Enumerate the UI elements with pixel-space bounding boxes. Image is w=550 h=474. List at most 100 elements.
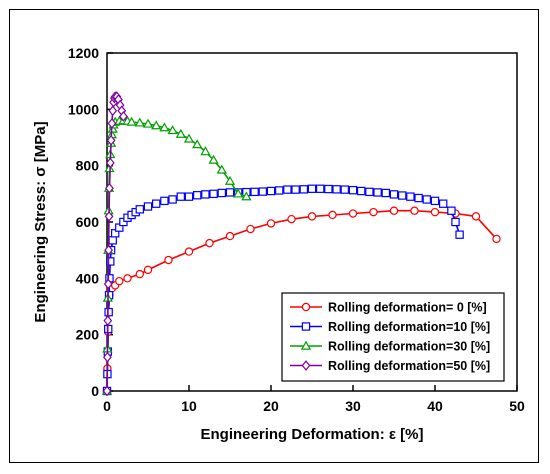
series-2-point — [250, 187, 259, 197]
series-3-point — [175, 128, 186, 138]
series-2-point — [332, 185, 341, 194]
legend-box — [281, 292, 505, 382]
series-2-point — [152, 199, 161, 208]
legend-entry-4: Rolling deformation=50 [%] — [328, 359, 490, 373]
series-1-point — [123, 274, 132, 283]
x-tick-label: 40 — [427, 398, 443, 414]
series-1-point — [143, 265, 153, 275]
series-2-point — [324, 184, 333, 194]
legend-swatch-marker — [301, 360, 311, 371]
series-3-point — [192, 139, 203, 149]
series-1-point — [287, 214, 296, 224]
series-1-point — [471, 212, 481, 221]
legend-entry-3: Rolling deformation=30 [%] — [328, 340, 490, 354]
series-3-point — [208, 154, 219, 164]
series-3-point — [167, 125, 178, 135]
series-2-point — [439, 199, 448, 208]
x-tick-label: 30 — [345, 398, 361, 414]
series-2-point — [135, 205, 144, 214]
series-2-point — [275, 186, 284, 195]
series-3-point — [126, 116, 137, 126]
series-3-point — [183, 133, 195, 143]
series-3-point — [151, 120, 162, 130]
series-1-point — [205, 238, 214, 248]
series-2-point — [447, 206, 456, 215]
series-2-point — [451, 217, 460, 227]
series-1-point — [369, 207, 378, 217]
series-3-point — [216, 164, 227, 174]
series-1-point — [115, 276, 124, 286]
series-2-point — [348, 185, 358, 195]
series-3-point — [224, 175, 236, 185]
series-4-point — [108, 105, 118, 117]
series-1-point — [389, 206, 399, 215]
x-axis-title: Engineering Deformation: ε [%] — [201, 426, 424, 443]
chart-svg: 0 10 20 30 40 50 0 200 400 600 800 1000 1200 Rolling… — [32, 45, 525, 443]
y-axis-title: Engineering Stress: σ [MPa] — [32, 121, 49, 322]
chart-frame: 0 10 20 30 40 50 0 200 400 600 800 1000 1200 Rolling… — [9, 9, 539, 463]
legend: Rolling deformation= 0 [%] Rolling deform… — [281, 292, 505, 382]
series-1-point — [266, 219, 276, 228]
series-2 — [102, 184, 464, 396]
x-tick-label: 50 — [509, 398, 525, 414]
series-4-point — [103, 278, 113, 290]
series-2-point — [389, 190, 399, 199]
series-2-point — [414, 193, 423, 203]
series-4-point — [105, 157, 115, 169]
series-2-point — [455, 230, 464, 239]
series-1-point — [328, 210, 337, 220]
series-4-point — [119, 111, 128, 122]
series-2-point — [381, 188, 391, 198]
series-2-point — [299, 185, 309, 194]
series-2-point — [357, 186, 366, 196]
y-tick-label: 400 — [76, 270, 100, 286]
series-2-point — [398, 191, 407, 200]
legend-swatch-marker — [300, 340, 312, 350]
series-1-point — [225, 231, 235, 241]
series-2-point — [258, 187, 267, 196]
series-3-point — [200, 146, 211, 156]
x-tick-label: 0 — [103, 398, 111, 414]
series-1-point — [246, 224, 255, 234]
series-2-point — [406, 192, 415, 201]
axes: 0 10 20 30 40 50 0 200 400 600 800 1000 1200 — [68, 45, 525, 414]
series-4-point — [103, 351, 112, 363]
series-2-point — [225, 188, 235, 197]
series-1-point — [492, 234, 501, 244]
series-2-point — [266, 186, 276, 196]
series-2-point — [422, 195, 432, 204]
series-2-point — [108, 236, 117, 245]
series-2-point — [365, 187, 374, 197]
series-3-point — [233, 188, 244, 198]
series-4-point — [104, 244, 114, 256]
series-2-point — [168, 195, 177, 204]
legend-entry-1: Rolling deformation= 0 [%] — [328, 301, 487, 315]
series-layer — [101, 91, 501, 397]
legend-swatch-marker — [301, 302, 311, 312]
series-1-point — [430, 207, 440, 217]
series-1-point — [307, 212, 317, 221]
legend-entry-2: Rolling deformation=10 [%] — [328, 320, 490, 334]
x-tick-label: 20 — [263, 398, 279, 414]
series-2-point — [283, 185, 292, 194]
series-2-point — [201, 190, 210, 199]
series-2-point — [193, 191, 202, 200]
series-1-point — [164, 255, 173, 265]
y-tick-label: 800 — [76, 158, 100, 174]
series-4-point — [103, 315, 113, 326]
series-2-point — [307, 184, 317, 193]
series-4-point — [104, 211, 114, 222]
series-3-point — [142, 118, 154, 128]
x-tick-label: 10 — [181, 398, 197, 414]
series-2-point — [143, 202, 153, 211]
series-3-point — [107, 123, 118, 133]
series-2-point — [160, 196, 169, 206]
series-2-point — [176, 192, 185, 201]
series-3-point — [159, 122, 170, 132]
series-4-point — [106, 134, 116, 146]
series-4-point — [105, 182, 114, 194]
y-tick-label: 1000 — [68, 101, 99, 117]
legend-swatch-marker — [301, 322, 311, 331]
series-4-point — [107, 118, 117, 129]
series-2-point — [106, 257, 115, 266]
